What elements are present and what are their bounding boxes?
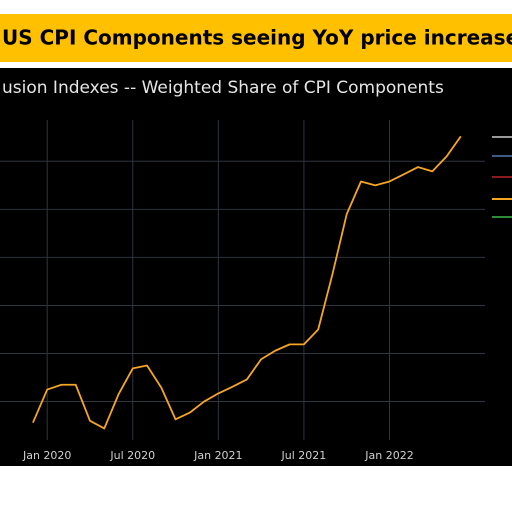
x-tick-label: Jul 2021 [281,449,327,462]
plot-background [0,68,512,466]
plot: Jan 2020 Jul 2020 Jan 2021 Jul 2021 Jan 2022 [0,120,485,462]
line-series [32,135,462,430]
x-tick-label: Jul 2020 [109,449,155,462]
x-tick-label: Jan 2021 [193,449,242,462]
x-tick-label: Jan 2020 [22,449,71,462]
legend [492,136,512,218]
x-tick-label: Jan 2022 [364,449,413,462]
chart-title: US CPI Components seeing YoY price incre… [2,26,512,50]
title-banner [0,14,512,62]
chart-subtitle: usion Indexes -- Weighted Share of CPI C… [2,78,444,98]
